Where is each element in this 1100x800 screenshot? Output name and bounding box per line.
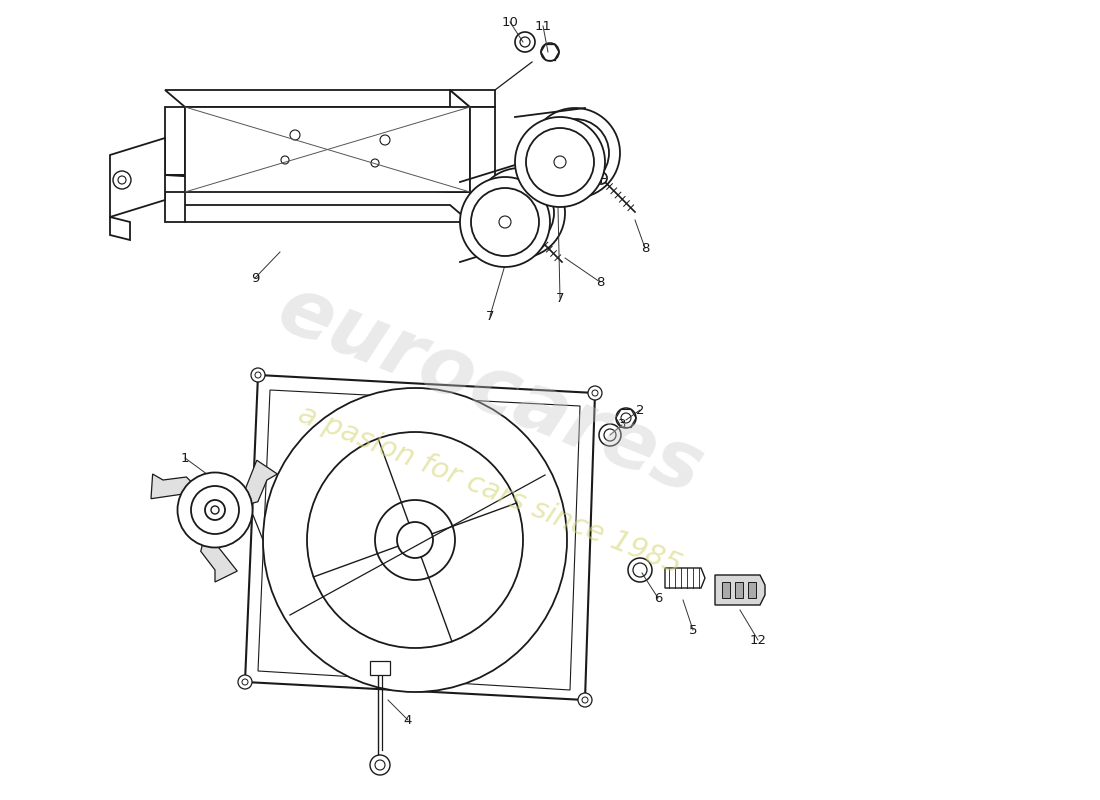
Text: 10: 10: [502, 15, 518, 29]
Polygon shape: [722, 582, 730, 598]
Ellipse shape: [554, 156, 566, 168]
Circle shape: [370, 755, 390, 775]
Polygon shape: [450, 90, 495, 107]
Polygon shape: [450, 90, 470, 192]
Polygon shape: [110, 138, 165, 217]
Text: 7: 7: [486, 310, 494, 322]
Polygon shape: [165, 107, 185, 175]
Ellipse shape: [191, 486, 239, 534]
Ellipse shape: [499, 216, 512, 228]
Polygon shape: [735, 582, 743, 598]
Circle shape: [588, 386, 602, 400]
Ellipse shape: [515, 117, 605, 207]
Polygon shape: [165, 205, 470, 222]
Ellipse shape: [460, 177, 550, 267]
Circle shape: [522, 222, 535, 234]
Polygon shape: [748, 582, 756, 598]
Text: eurocares: eurocares: [266, 270, 714, 510]
Polygon shape: [165, 90, 470, 107]
Text: 5: 5: [689, 623, 697, 637]
Text: 8: 8: [641, 242, 649, 254]
Text: 1: 1: [180, 451, 189, 465]
Circle shape: [578, 693, 592, 707]
Ellipse shape: [541, 119, 609, 187]
Circle shape: [541, 43, 559, 61]
Text: 2: 2: [636, 403, 645, 417]
Ellipse shape: [526, 128, 594, 196]
Polygon shape: [151, 474, 211, 501]
Text: 4: 4: [404, 714, 412, 726]
Ellipse shape: [205, 500, 225, 520]
Circle shape: [397, 522, 433, 558]
Text: 9: 9: [251, 271, 260, 285]
Ellipse shape: [177, 473, 253, 547]
Text: 8: 8: [596, 275, 604, 289]
Circle shape: [113, 171, 131, 189]
Ellipse shape: [471, 188, 539, 256]
Ellipse shape: [475, 168, 565, 258]
Polygon shape: [165, 175, 470, 192]
Circle shape: [621, 413, 631, 423]
Text: 11: 11: [535, 19, 551, 33]
Circle shape: [616, 408, 636, 428]
Circle shape: [632, 563, 647, 577]
Circle shape: [263, 388, 566, 692]
Circle shape: [371, 159, 380, 167]
Polygon shape: [370, 661, 390, 675]
Circle shape: [515, 32, 535, 52]
Polygon shape: [110, 217, 130, 240]
Text: 3: 3: [618, 418, 626, 431]
Ellipse shape: [486, 179, 554, 247]
Polygon shape: [470, 107, 495, 222]
Circle shape: [592, 390, 598, 396]
Circle shape: [375, 500, 455, 580]
Circle shape: [255, 372, 261, 378]
Polygon shape: [245, 375, 595, 700]
Circle shape: [604, 429, 616, 441]
Circle shape: [595, 172, 607, 184]
Polygon shape: [165, 192, 185, 222]
Circle shape: [242, 679, 248, 685]
Circle shape: [290, 130, 300, 140]
Text: 7: 7: [556, 291, 564, 305]
Circle shape: [280, 156, 289, 164]
Circle shape: [582, 697, 588, 703]
Ellipse shape: [211, 506, 219, 514]
Polygon shape: [666, 568, 705, 588]
Circle shape: [238, 675, 252, 689]
Circle shape: [375, 760, 385, 770]
Text: 12: 12: [749, 634, 767, 646]
Polygon shape: [200, 518, 238, 582]
Circle shape: [600, 424, 621, 446]
Circle shape: [251, 368, 265, 382]
Polygon shape: [226, 460, 277, 511]
Circle shape: [379, 665, 386, 671]
Polygon shape: [715, 575, 764, 605]
Text: a pasion for cars since 1985: a pasion for cars since 1985: [295, 400, 685, 580]
Circle shape: [307, 432, 522, 648]
Polygon shape: [185, 107, 470, 192]
Circle shape: [118, 176, 127, 184]
Circle shape: [374, 665, 379, 671]
Circle shape: [628, 558, 652, 582]
Text: 6: 6: [653, 591, 662, 605]
Circle shape: [379, 135, 390, 145]
Ellipse shape: [530, 108, 620, 198]
Circle shape: [520, 37, 530, 47]
